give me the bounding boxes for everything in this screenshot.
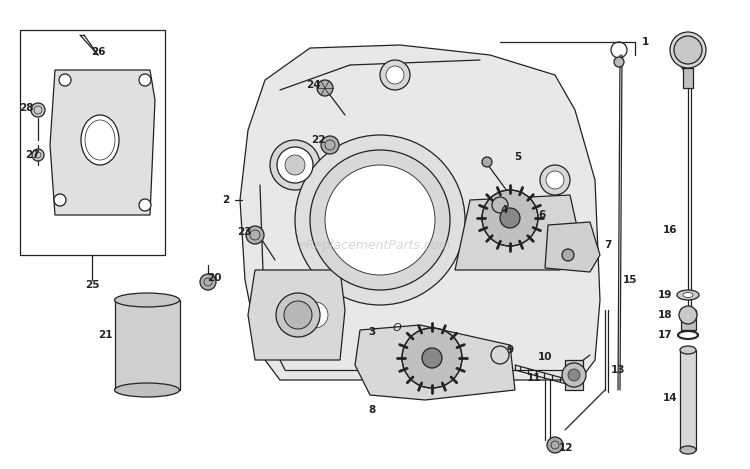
Circle shape bbox=[482, 157, 492, 167]
Circle shape bbox=[568, 369, 580, 381]
Bar bbox=[115, 300, 180, 390]
Text: 5: 5 bbox=[514, 152, 522, 162]
Circle shape bbox=[679, 306, 697, 324]
Circle shape bbox=[325, 165, 435, 275]
Polygon shape bbox=[248, 270, 345, 360]
Circle shape bbox=[492, 197, 508, 213]
Text: 23: 23 bbox=[237, 227, 251, 237]
Circle shape bbox=[295, 135, 465, 305]
Text: 7: 7 bbox=[604, 240, 612, 250]
Text: 28: 28 bbox=[19, 103, 33, 113]
Bar bbox=[680, 350, 696, 450]
Circle shape bbox=[317, 80, 333, 96]
Text: 24: 24 bbox=[306, 80, 320, 90]
Circle shape bbox=[59, 74, 71, 86]
Text: 10: 10 bbox=[538, 352, 552, 362]
Ellipse shape bbox=[683, 293, 693, 297]
Ellipse shape bbox=[677, 290, 699, 300]
Circle shape bbox=[139, 199, 151, 211]
Text: 25: 25 bbox=[85, 280, 99, 290]
Polygon shape bbox=[545, 222, 600, 272]
Circle shape bbox=[500, 208, 520, 228]
Circle shape bbox=[302, 302, 328, 328]
Ellipse shape bbox=[680, 446, 696, 454]
Circle shape bbox=[54, 194, 66, 206]
Circle shape bbox=[277, 147, 313, 183]
Circle shape bbox=[321, 136, 339, 154]
Text: 14: 14 bbox=[663, 393, 677, 403]
Text: 11: 11 bbox=[526, 373, 542, 383]
Circle shape bbox=[386, 66, 404, 84]
Text: 9: 9 bbox=[506, 345, 514, 355]
Circle shape bbox=[380, 60, 410, 90]
Circle shape bbox=[482, 190, 538, 246]
Polygon shape bbox=[50, 70, 155, 215]
Ellipse shape bbox=[115, 383, 179, 397]
Text: 17: 17 bbox=[658, 330, 672, 340]
Circle shape bbox=[246, 226, 264, 244]
Circle shape bbox=[284, 301, 312, 329]
Circle shape bbox=[139, 74, 151, 86]
Circle shape bbox=[310, 150, 450, 290]
Text: 27: 27 bbox=[25, 150, 39, 160]
Bar bbox=[565, 360, 583, 390]
Text: 3: 3 bbox=[368, 327, 376, 337]
Text: eReplacementParts.com: eReplacementParts.com bbox=[298, 239, 452, 251]
Circle shape bbox=[402, 328, 462, 388]
Circle shape bbox=[540, 165, 570, 195]
Circle shape bbox=[674, 36, 702, 64]
Text: 16: 16 bbox=[663, 225, 677, 235]
Bar bbox=[681, 310, 696, 330]
Circle shape bbox=[546, 171, 564, 189]
Text: 26: 26 bbox=[91, 47, 105, 57]
Text: 4: 4 bbox=[500, 205, 508, 215]
Text: 21: 21 bbox=[98, 330, 112, 340]
Circle shape bbox=[562, 249, 574, 261]
Circle shape bbox=[32, 149, 44, 161]
Polygon shape bbox=[240, 45, 600, 380]
Circle shape bbox=[270, 140, 320, 190]
Ellipse shape bbox=[81, 115, 119, 165]
Circle shape bbox=[31, 103, 45, 117]
Circle shape bbox=[422, 348, 442, 368]
Circle shape bbox=[200, 274, 216, 290]
Text: 6: 6 bbox=[538, 210, 545, 220]
Text: 19: 19 bbox=[658, 290, 672, 300]
Bar bbox=[683, 68, 693, 88]
Text: 12: 12 bbox=[559, 443, 573, 453]
Ellipse shape bbox=[680, 346, 696, 354]
Text: 13: 13 bbox=[610, 365, 626, 375]
Circle shape bbox=[562, 363, 586, 387]
Polygon shape bbox=[455, 195, 580, 270]
Circle shape bbox=[614, 57, 624, 67]
Circle shape bbox=[276, 293, 320, 337]
Polygon shape bbox=[355, 325, 515, 400]
Circle shape bbox=[285, 155, 305, 175]
Text: 22: 22 bbox=[310, 135, 326, 145]
Text: 18: 18 bbox=[658, 310, 672, 320]
Ellipse shape bbox=[115, 293, 179, 307]
Text: 15: 15 bbox=[622, 275, 638, 285]
Text: 20: 20 bbox=[207, 273, 221, 283]
Text: 1: 1 bbox=[641, 37, 649, 47]
Text: O: O bbox=[393, 323, 401, 333]
Text: 8: 8 bbox=[368, 405, 376, 415]
Circle shape bbox=[295, 295, 335, 335]
Text: 2: 2 bbox=[222, 195, 230, 205]
Circle shape bbox=[547, 437, 563, 453]
Circle shape bbox=[670, 32, 706, 68]
